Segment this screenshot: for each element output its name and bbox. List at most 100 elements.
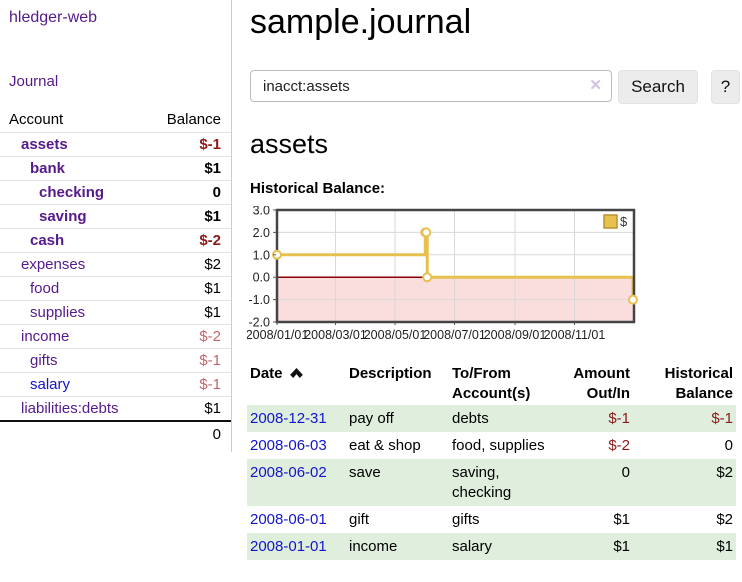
account-heading: assets [250,129,329,159]
svg-text:2008/11/01: 2008/11/01 [544,328,606,342]
search-input[interactable] [250,70,612,102]
date-cell: 2008-06-02 [247,459,347,506]
clear-search-icon[interactable]: ✕ [589,77,602,94]
description-cell: save [349,464,381,481]
svg-text:3.0: 3.0 [253,206,270,218]
date-cell: 2008-06-03 [247,432,347,459]
historical-balance-chart: 3.0 2.0 1.0 0.0 -1.0 -2.0 2008/01/01 2008/03/01… [246,204,739,346]
balance-column-label: Balance [166,111,221,128]
register-body: 2008-12-31 pay off debts $-1 $-1 2008-06-03 ea… [247,405,736,560]
account-row: checking 0 [0,180,231,204]
accounts-cell: salary [452,538,493,555]
balance-cell: 0 [724,437,733,454]
svg-text:2008/07/01: 2008/07/01 [423,328,486,342]
transaction-date-link[interactable]: 2008-06-02 [250,464,327,481]
svg-text:1.0: 1.0 [253,248,270,262]
date-cell: 2008-06-01 [247,506,347,533]
search-bar: ✕ Search ? [250,70,742,104]
column-header-accounts: To/From Account(s) [452,365,531,402]
register-row: 2008-06-01 gift gifts $1 $2 [247,506,736,533]
transaction-date-link[interactable]: 2008-12-31 [250,410,327,427]
account-row: salary $-1 [0,372,231,396]
description-cell: income [349,538,398,555]
account-tree-rows: assets $-1 bank $1 checking 0 saving $1 cash $-2 e… [0,132,231,420]
account-link-supplies[interactable]: supplies [30,304,86,321]
account-column-label: Account [9,111,64,128]
description-cell: pay off [349,410,394,427]
account-balance: $-1 [199,376,221,393]
account-row: gifts $-1 [0,348,231,372]
help-button[interactable]: ? [711,70,740,104]
account-balance: $1 [204,304,221,321]
register-table: Date Description To/From Account(s) Amou… [247,362,736,560]
account-row: supplies $1 [0,300,231,324]
search-button[interactable]: Search [618,70,698,104]
date-cell: 2008-12-31 [247,405,347,432]
account-row: income $-2 [0,324,231,348]
account-balance: $1 [204,400,221,417]
account-balance: $1 [204,280,221,297]
account-link-gifts[interactable]: gifts [30,352,58,369]
account-balance: $-2 [199,232,221,249]
register-row: 2008-06-02 save saving, checking 0 $2 [247,459,736,506]
account-row: expenses $2 [0,252,231,276]
svg-text:-2.0: -2.0 [248,316,270,330]
account-link-expenses[interactable]: expenses [21,256,86,273]
svg-text:2008/03/01: 2008/03/01 [304,328,367,342]
account-balance: $1 [204,208,221,225]
description-cell: eat & shop [349,437,421,454]
balance-cell: $-1 [711,410,733,427]
account-link-liabilities-debts[interactable]: liabilities:debts [21,400,119,417]
column-header-description: Description [349,365,432,382]
column-header-amount: Amount Out/In [573,365,630,402]
transaction-date-link[interactable]: 2008-01-01 [250,538,327,555]
main-content: sample.journal ✕ Search ? assets Histori… [246,0,742,560]
sidebar-item-journal[interactable]: Journal [9,73,59,90]
sidebar: hledger-web Journal Account Balance asse… [0,0,232,452]
svg-text:2008/05/01: 2008/05/01 [364,328,427,342]
description-cell: gift [349,511,370,528]
svg-text:2008/01/01: 2008/01/01 [247,328,308,342]
search-box: ✕ [250,70,612,104]
svg-text:2008/09/01: 2008/09/01 [484,328,547,342]
account-row: assets $-1 [0,132,231,156]
balance-cell: $1 [716,538,733,555]
account-link-salary[interactable]: salary [30,376,71,393]
chart-svg: 3.0 2.0 1.0 0.0 -1.0 -2.02008/01/012008/03/01… [246,204,639,342]
register-row: 2008-12-31 pay off debts $-1 $-1 [247,405,736,432]
amount-cell: $-2 [608,437,630,454]
account-balance: $2 [204,256,221,273]
balance-cell: $2 [716,464,733,481]
chart-caption: Historical Balance: [250,180,386,197]
accounts-cell: saving, checking [452,464,512,501]
account-balance: $-2 [199,328,221,345]
accounts-cell: gifts [452,511,480,528]
page-title: sample.journal [250,3,472,41]
account-link-saving[interactable]: saving [39,208,87,225]
column-header-date[interactable]: Date [247,362,347,405]
account-row: saving $1 [0,204,231,228]
accounts-total-value: 0 [212,426,221,443]
account-link-checking[interactable]: checking [39,184,105,201]
app-brand-link[interactable]: hledger-web [9,9,98,26]
svg-text:2.0: 2.0 [253,226,270,240]
balance-cell: $2 [716,511,733,528]
transaction-date-link[interactable]: 2008-06-01 [250,511,327,528]
accounts-cell: debts [452,410,489,427]
amount-cell: 0 [621,464,630,481]
account-link-income[interactable]: income [21,328,70,345]
account-row: liabilities:debts $1 [0,396,231,420]
account-link-assets[interactable]: assets [21,136,68,153]
account-link-food[interactable]: food [30,280,60,297]
register-row: 2008-01-01 income salary $1 $1 [247,533,736,560]
account-balance: 0 [212,184,221,201]
account-link-bank[interactable]: bank [30,160,66,177]
account-link-cash[interactable]: cash [30,232,65,249]
account-row: food $1 [0,276,231,300]
amount-cell: $1 [613,511,630,528]
accounts-cell: food, supplies [452,437,545,454]
register-header-row: Date Description To/From Account(s) Amou… [247,362,736,405]
transaction-date-link[interactable]: 2008-06-03 [250,437,327,454]
account-balance: $-1 [199,136,221,153]
amount-cell: $-1 [608,410,630,427]
